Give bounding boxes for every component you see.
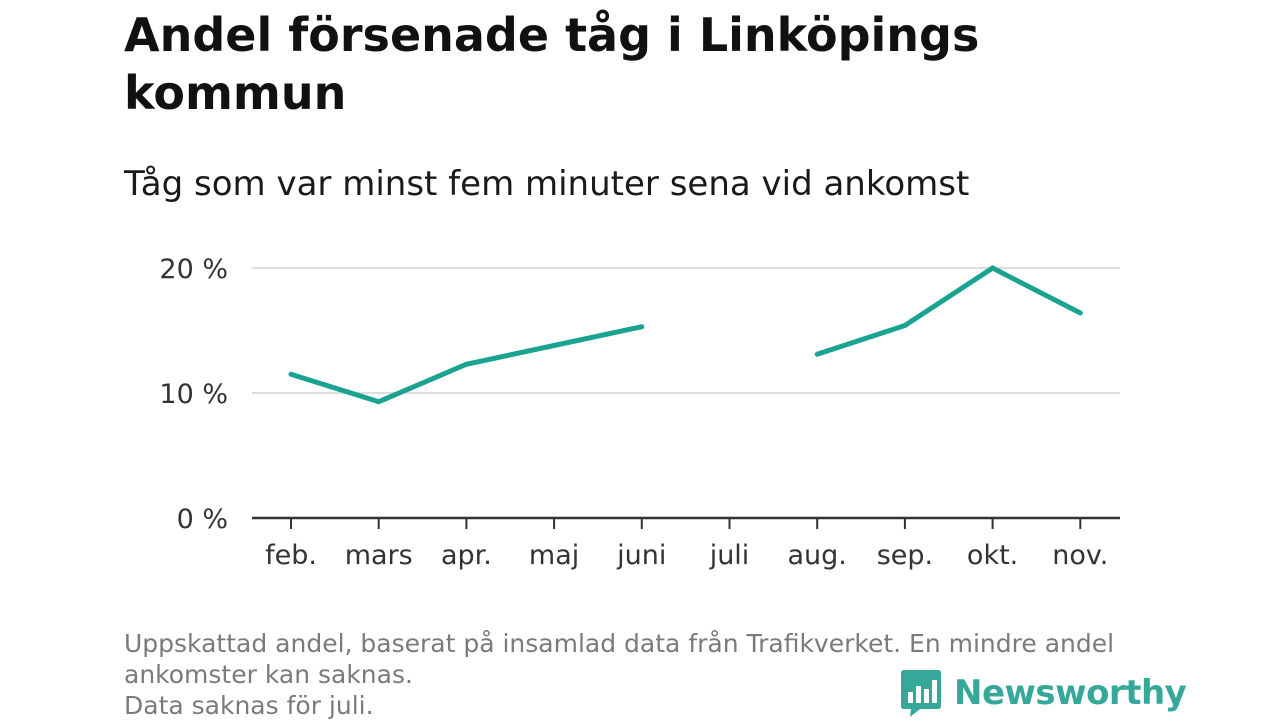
line-chart: 0 % 10 % 20 % feb. mars apr. maj juni juli aug. s… (159, 254, 1120, 571)
x-tick-label: feb. (265, 540, 317, 571)
x-tick-label: apr. (441, 540, 492, 571)
data-point (1077, 310, 1083, 316)
x-tick-label: okt. (967, 540, 1018, 571)
data-point (639, 324, 645, 330)
x-axis: feb. mars apr. maj juni juli aug. sep. okt. nov. (252, 516, 1120, 571)
data-point (902, 323, 908, 328)
footnote-line-2: ankomster kan saknas. (124, 660, 413, 689)
series-line-segment-2 (816, 265, 1082, 357)
footnote-line-1: Uppskattad andel, baserat på insamlad da… (124, 629, 1115, 658)
y-tick-label: 20 % (159, 254, 228, 285)
chart-title: Andel försenade tåg i Linköpings kommun (124, 8, 980, 120)
data-point (288, 371, 294, 377)
y-tick-label: 0 % (177, 504, 228, 535)
y-axis: 0 % 10 % 20 % (159, 254, 228, 535)
data-point (990, 265, 996, 271)
newsworthy-logo-icon (901, 670, 941, 717)
x-tick-label: mars (345, 540, 413, 571)
chart-subtitle: Tåg som var minst fem minuter sena vid a… (124, 164, 970, 204)
x-tick-label: sep. (877, 540, 933, 571)
x-tick-label: maj (529, 540, 579, 571)
x-tick-label: aug. (788, 540, 847, 571)
brand-name: Newsworthy (954, 673, 1187, 713)
data-point (551, 343, 557, 348)
footnote-line-3: Data saknas för juli. (124, 691, 374, 720)
grid-layer (252, 267, 1120, 394)
data-point (463, 361, 469, 367)
brand-logo: Newsworthy (900, 668, 1187, 718)
footnote: Uppskattad andel, baserat på insamlad da… (124, 628, 1174, 721)
data-point (814, 351, 820, 357)
data-point (376, 399, 382, 405)
x-tick-label: juni (616, 540, 666, 571)
series-layer (288, 265, 1083, 405)
y-tick-label: 10 % (159, 379, 228, 410)
x-tick-label: nov. (1052, 540, 1108, 571)
x-tick-label: juli (709, 540, 750, 571)
